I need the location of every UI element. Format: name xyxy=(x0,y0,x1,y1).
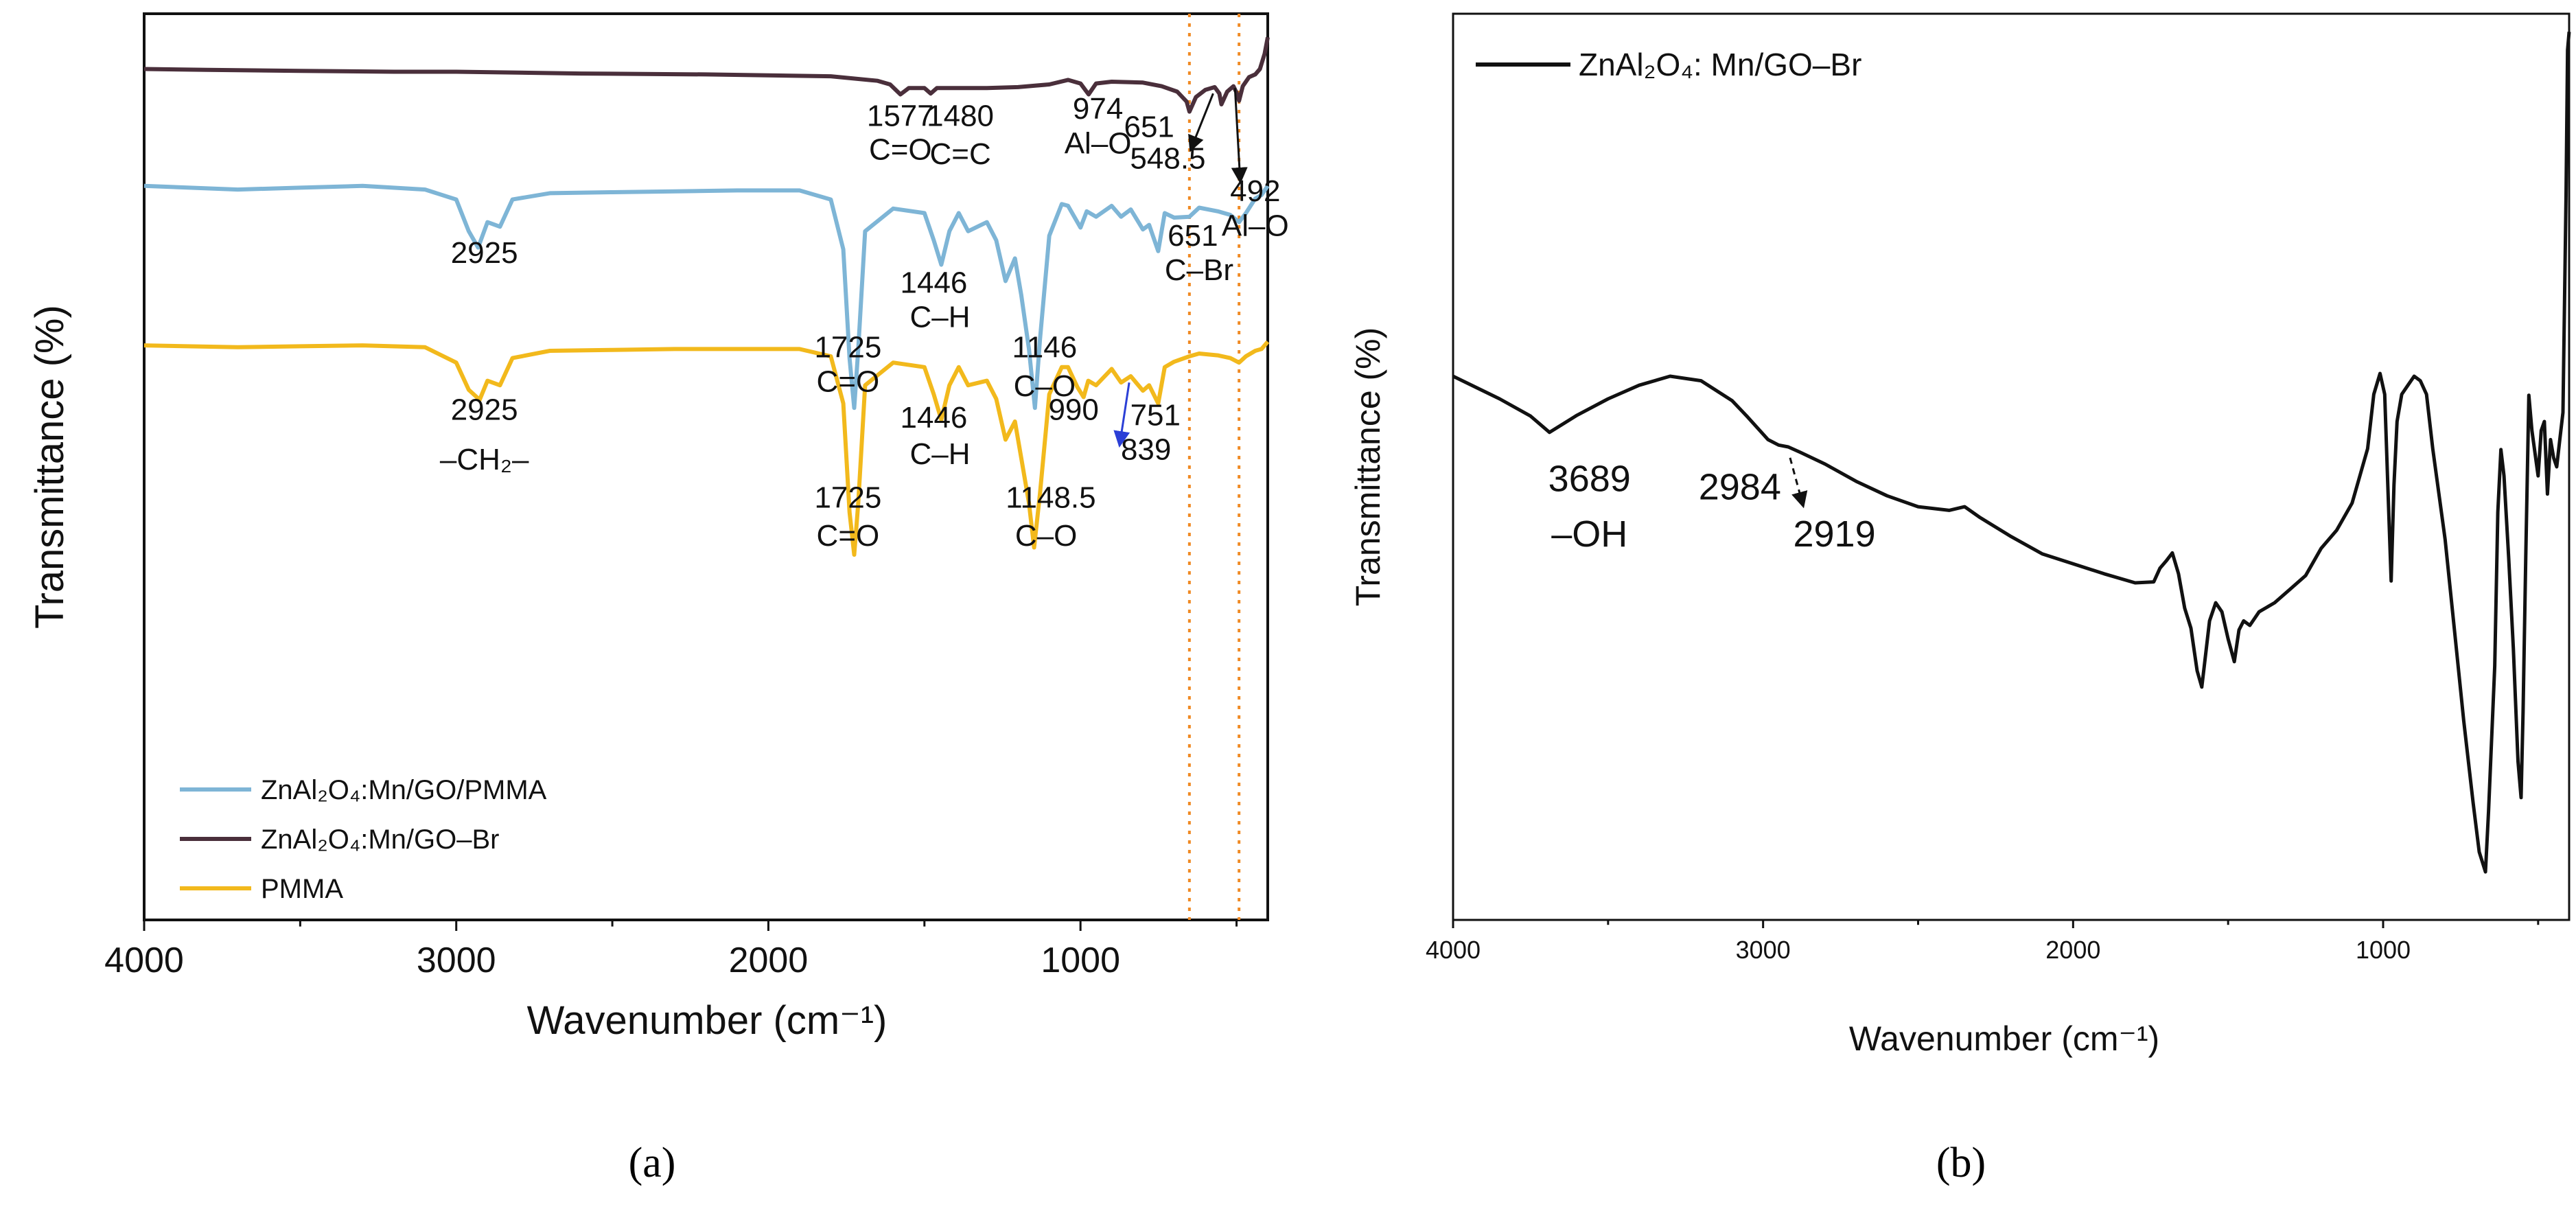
x-tick-label-2000: 2000 xyxy=(2045,936,2100,964)
annotation-a-27: C–O xyxy=(1014,369,1076,403)
annotation-a-1: C=O xyxy=(869,133,932,167)
annotation-b-1: –OH xyxy=(1551,514,1627,555)
panel-a-arrows xyxy=(1113,88,1248,448)
panel-b-plot-frame xyxy=(1452,12,2571,921)
x-tick-label-4000: 4000 xyxy=(1426,936,1481,964)
annotation-a-25: C=O xyxy=(817,365,880,398)
panel-a-label: (a) xyxy=(629,1140,676,1186)
x-tick-label-1000: 1000 xyxy=(1041,941,1120,980)
annotation-b-3: 2919 xyxy=(1793,514,1875,555)
annotation-a-13: C–H xyxy=(910,437,971,471)
annotation-a-0: 1577 xyxy=(867,100,934,133)
legend-label-gobr-b: ZnAl₂O₄: Mn/GO–Br xyxy=(1579,47,1861,82)
annotation-a-7: 548.5 xyxy=(1130,142,1205,176)
legend-label-pmma-composite: ZnAl₂O₄:Mn/GO/PMMA xyxy=(261,775,547,805)
panel-b-annotations: 3689 –OH 2984 2919 xyxy=(1548,459,1876,555)
annotation-a-12: 1446 xyxy=(901,401,968,435)
annotation-a-26: 1146 xyxy=(1012,330,1078,364)
series-line-a-2-pmma xyxy=(143,340,1270,557)
panel-b-legend: ZnAl₂O₄: Mn/GO–Br xyxy=(1476,47,1861,82)
x-tick-label-3000: 3000 xyxy=(417,941,496,980)
annotation-a-21: 2925 xyxy=(451,236,518,270)
annotation-a-11: –CH₂– xyxy=(440,443,529,476)
annotation-a-5: Al–O xyxy=(1065,126,1132,160)
annotation-a-6: 651 xyxy=(1124,111,1174,144)
panel-a-x-ticks: 4000 3000 2000 1000 xyxy=(104,920,1238,980)
annotation-a-8: 492 xyxy=(1230,174,1280,208)
panel-b-x-ticks: 4000 3000 2000 1000 xyxy=(1426,920,2540,964)
annotation-a-28: 651 xyxy=(1168,219,1218,253)
series-line-b-0-znal-o-mn-go-br xyxy=(1452,32,2571,874)
annotation-a-22: 1446 xyxy=(901,266,968,300)
annotation-a-10: 2925 xyxy=(451,393,518,426)
panel-b-label: (b) xyxy=(1936,1140,1986,1186)
annotation-b-0: 3689 xyxy=(1548,459,1631,500)
annotation-a-16: 839 xyxy=(1121,432,1171,466)
panel-a-reference-lines xyxy=(1187,14,1241,920)
annotation-arrow-b-0 xyxy=(1789,457,1808,509)
annotation-arrow-a-0 xyxy=(1188,93,1214,152)
panel-a-legend: ZnAl₂O₄:Mn/GO/PMMA ZnAl₂O₄:Mn/GO–Br PMMA xyxy=(180,775,547,904)
panel-b-arrows xyxy=(1789,457,1808,509)
panel-a-plot-frame xyxy=(143,12,1269,921)
panel-a-x-axis-label: Wavenumber (cm⁻¹) xyxy=(527,998,887,1043)
x-tick-label-4000: 4000 xyxy=(104,941,184,980)
annotation-a-24: 1725 xyxy=(814,330,881,364)
legend-label-pmma: PMMA xyxy=(261,874,343,904)
panel-a-annotations: 1577C=O1480C=C974Al–O651548.5492Al–O2925… xyxy=(440,92,1289,553)
annotation-a-4: 974 xyxy=(1073,92,1123,126)
annotation-a-15: 751 xyxy=(1130,398,1181,432)
annotation-a-23: C–H xyxy=(910,301,971,334)
panel-b-y-axis-label: Transmittance (%) xyxy=(1349,327,1387,607)
annotation-arrow-a-1 xyxy=(1231,88,1248,184)
annotation-a-3: C=C xyxy=(929,137,990,171)
annotation-b-2: 2984 xyxy=(1699,467,1781,508)
series-line-a-0-znal-o-mn-go-pmma xyxy=(143,183,1270,411)
annotation-a-14: 990 xyxy=(1048,393,1098,426)
x-tick-label-2000: 2000 xyxy=(729,941,809,980)
annotation-a-20: C–O xyxy=(1015,519,1077,553)
panel-a-chart: 4000 3000 2000 1000 1577C=O1480C=C974Al–O65… xyxy=(27,12,1289,1186)
annotation-a-2: 1480 xyxy=(927,100,994,133)
x-tick-label-1000: 1000 xyxy=(2356,936,2411,964)
panel-b-chart: 4000 3000 2000 1000 3689 –OH 2984 2919 ZnAl₂O₄… xyxy=(1349,12,2571,1186)
annotation-a-19: 1148.5 xyxy=(1006,481,1095,514)
panel-b-x-axis-label: Wavenumber (cm⁻¹) xyxy=(1849,1019,2159,1058)
legend-label-gobr: ZnAl₂O₄:Mn/GO–Br xyxy=(261,824,499,855)
annotation-a-9: Al–O xyxy=(1222,209,1289,242)
panel-a-y-axis-label: Transmittance (%) xyxy=(27,305,72,629)
series-line-a-1-znal-o-mn-go-br xyxy=(143,36,1270,114)
panel-a-series xyxy=(143,36,1270,557)
annotation-a-29: C–Br xyxy=(1165,253,1233,287)
panel-b-series xyxy=(1452,32,2571,874)
annotation-a-17: 1725 xyxy=(814,481,881,514)
annotation-arrow-a-2 xyxy=(1113,382,1130,448)
x-tick-label-3000: 3000 xyxy=(1736,936,1791,964)
annotation-a-18: C=O xyxy=(817,519,880,553)
